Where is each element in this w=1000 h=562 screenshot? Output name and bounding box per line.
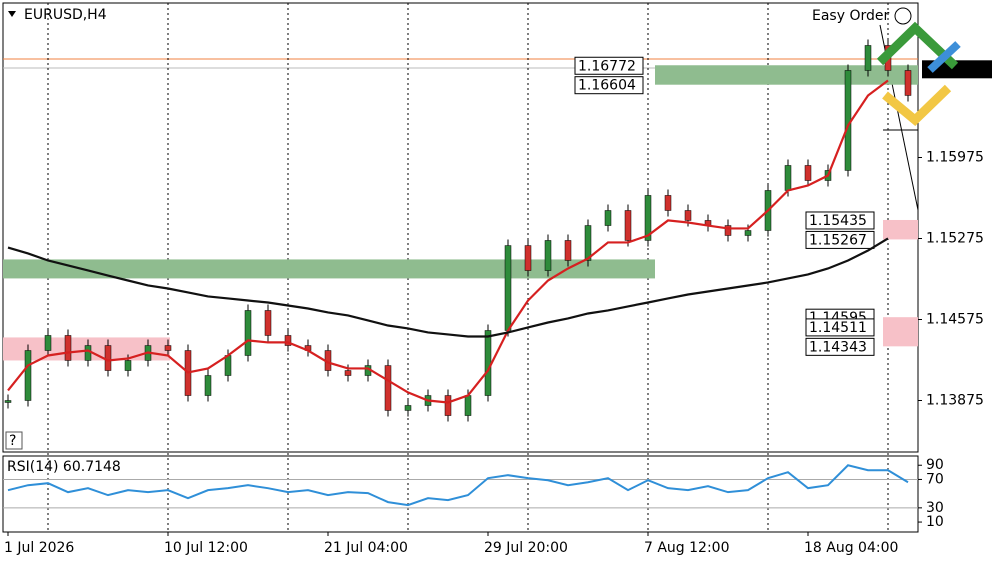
level-label: 1.14343 [809, 339, 867, 355]
level-label: 1.15267 [809, 232, 867, 248]
y-tick-label: 90 [926, 457, 944, 473]
candle [264, 310, 272, 336]
zone [883, 219, 918, 240]
level-label: 1.16604 [578, 78, 636, 94]
candle [164, 345, 172, 351]
y-tick-label: 10 [926, 514, 944, 530]
candle [684, 210, 692, 221]
easy-order[interactable]: Easy Order [812, 8, 889, 24]
x-tick-label: 1 Jul 2026 [4, 540, 74, 556]
y-tick-label: 1.13875 [926, 393, 984, 409]
y-tick-label: 1.15975 [926, 149, 984, 165]
level-label: 1.14511 [809, 320, 867, 336]
candle [104, 345, 112, 371]
price-tag-label: 1.16737 [926, 62, 984, 78]
candle [564, 240, 572, 261]
y-tick-label: 1.15275 [926, 230, 984, 246]
candle [524, 245, 532, 271]
candle [644, 195, 652, 241]
smiley [894, 7, 912, 25]
level-box [574, 76, 644, 95]
level-label: 1.16772 [578, 58, 636, 74]
x-tick-label: 29 Jul 20:00 [484, 540, 568, 556]
rsi-panel [2, 455, 919, 533]
y-tick-label: 70 [926, 471, 944, 487]
candle [344, 370, 352, 376]
moving-average [7, 79, 889, 404]
candle [64, 335, 72, 361]
level-box [805, 211, 875, 230]
moving-average [7, 237, 889, 338]
x-tick-label: 7 Aug 12:00 [644, 540, 730, 556]
candle [244, 310, 252, 356]
rsi-line [7, 464, 909, 507]
level-box [805, 230, 875, 249]
y-tick-label: 30 [926, 500, 944, 516]
candle [4, 400, 12, 403]
candle [284, 335, 292, 346]
candle [544, 240, 552, 271]
candle [904, 70, 912, 96]
level-box [805, 318, 875, 337]
zone [3, 259, 655, 279]
zone [883, 317, 918, 347]
level-box [574, 56, 644, 75]
candle [444, 395, 452, 416]
level-box [805, 337, 875, 356]
candle [624, 210, 632, 241]
candle [724, 225, 732, 236]
candle [784, 165, 792, 191]
candle [584, 225, 592, 261]
x-tick-label: 10 Jul 12:00 [164, 540, 248, 556]
candle [604, 210, 612, 226]
level-label: 1.15435 [809, 213, 867, 229]
help-button[interactable] [5, 431, 23, 450]
x-tick-label: 18 Aug 04:00 [804, 540, 898, 556]
chart-title: EURUSD,H4 [24, 7, 107, 23]
candle [84, 345, 92, 361]
candle [404, 405, 412, 411]
candle [864, 45, 872, 71]
y-tick-label: 1.14575 [926, 311, 984, 327]
help-icon: ? [9, 433, 16, 449]
candle [224, 355, 232, 376]
rsi-title: RSI(14) 60.7148 [7, 459, 121, 475]
candle [484, 330, 492, 396]
candle [664, 195, 672, 211]
x-tick-label: 21 Jul 04:00 [324, 540, 408, 556]
candle [884, 45, 892, 71]
symbol-menu[interactable] [8, 11, 16, 17]
zone [655, 65, 918, 85]
candle [44, 335, 52, 351]
candle [744, 230, 752, 236]
candle [24, 350, 32, 401]
candle [804, 165, 812, 181]
candle [124, 360, 132, 371]
candle [464, 395, 472, 416]
candle [204, 375, 212, 396]
candle [504, 245, 512, 331]
candle [384, 365, 392, 411]
